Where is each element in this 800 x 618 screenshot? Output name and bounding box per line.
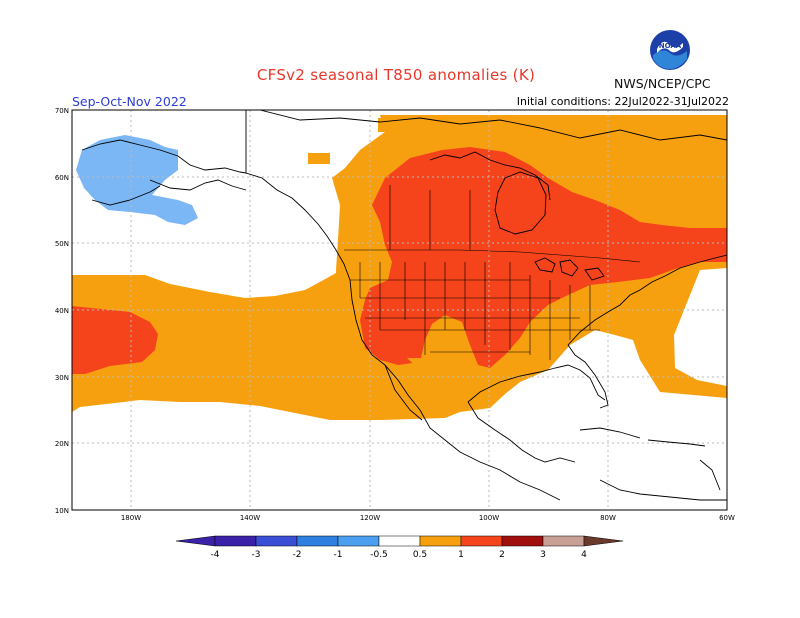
- lat-label-40n: 40N: [55, 307, 69, 315]
- coastlines: [81, 110, 727, 501]
- lon-labels: 180W 140W 120W 100W 80W 60W: [121, 514, 735, 522]
- colorbar-label: 0.5: [413, 550, 427, 560]
- colorbar-bin: [337, 535, 380, 547]
- lat-label-70n: 70N: [55, 107, 69, 115]
- lon-label-100w: 100W: [479, 514, 499, 522]
- svg-text:NOAA: NOAA: [659, 42, 682, 50]
- colorbar-label: 2: [499, 550, 505, 560]
- colorbar-bin: [214, 535, 257, 547]
- colorbar-bin: [542, 535, 585, 547]
- colorbar-high-arrow: [583, 535, 624, 547]
- colorbar-bin: [378, 535, 421, 547]
- map-frame: [71, 109, 728, 511]
- lat-label-30n: 30N: [55, 374, 69, 382]
- colorbar-label: 4: [581, 550, 587, 560]
- lon-label-120w: 120W: [360, 514, 380, 522]
- colorbar-bin: [501, 535, 544, 547]
- season-label: Sep-Oct-Nov 2022: [72, 94, 187, 109]
- lon-label-60w: 60W: [719, 514, 735, 522]
- agency-label: NWS/NCEP/CPC: [614, 76, 711, 91]
- colorbar-label: 3: [540, 550, 546, 560]
- lat-label-50n: 50N: [55, 240, 69, 248]
- colorbar-label: -1: [334, 550, 343, 560]
- noaa-logo-icon: NOAA: [650, 30, 690, 70]
- lon-label-80w: 80W: [600, 514, 616, 522]
- lon-label-180w: 180W: [121, 514, 141, 522]
- colorbar: -4 -3 -2 -1 -0.5 0.5 1 2 3 4: [175, 535, 624, 560]
- lat-label-60n: 60N: [55, 174, 69, 182]
- colorbar-label: -0.5: [370, 550, 388, 560]
- colorbar-label: -4: [211, 550, 220, 560]
- central-hot-region: [360, 147, 727, 368]
- colorbar-bin: [419, 535, 462, 547]
- lat-labels: 70N 60N 50N 40N 30N 20N 10N: [55, 107, 69, 515]
- colorbar-label: 1: [458, 550, 464, 560]
- lon-label-140w: 140W: [240, 514, 260, 522]
- initial-conditions-label: Initial conditions: 22Jul2022-31Jul2022: [516, 95, 729, 108]
- colorbar-label: -3: [252, 550, 261, 560]
- political-borders: [344, 185, 641, 360]
- chart-title: CFSv2 seasonal T850 anomalies (K): [256, 66, 536, 84]
- colorbar-bin: [460, 535, 503, 547]
- alaska-cool-region: [76, 135, 198, 225]
- pacific-warm-band: [72, 262, 380, 420]
- colorbar-bin: [255, 535, 298, 547]
- lat-label-20n: 20N: [55, 440, 69, 448]
- pacific-hot-spot: [72, 306, 158, 374]
- colorbar-low-arrow: [175, 535, 216, 547]
- colorbar-label: -2: [293, 550, 302, 560]
- colorbar-bin: [296, 535, 339, 547]
- lat-label-10n: 10N: [55, 507, 69, 515]
- graticule: [72, 110, 727, 510]
